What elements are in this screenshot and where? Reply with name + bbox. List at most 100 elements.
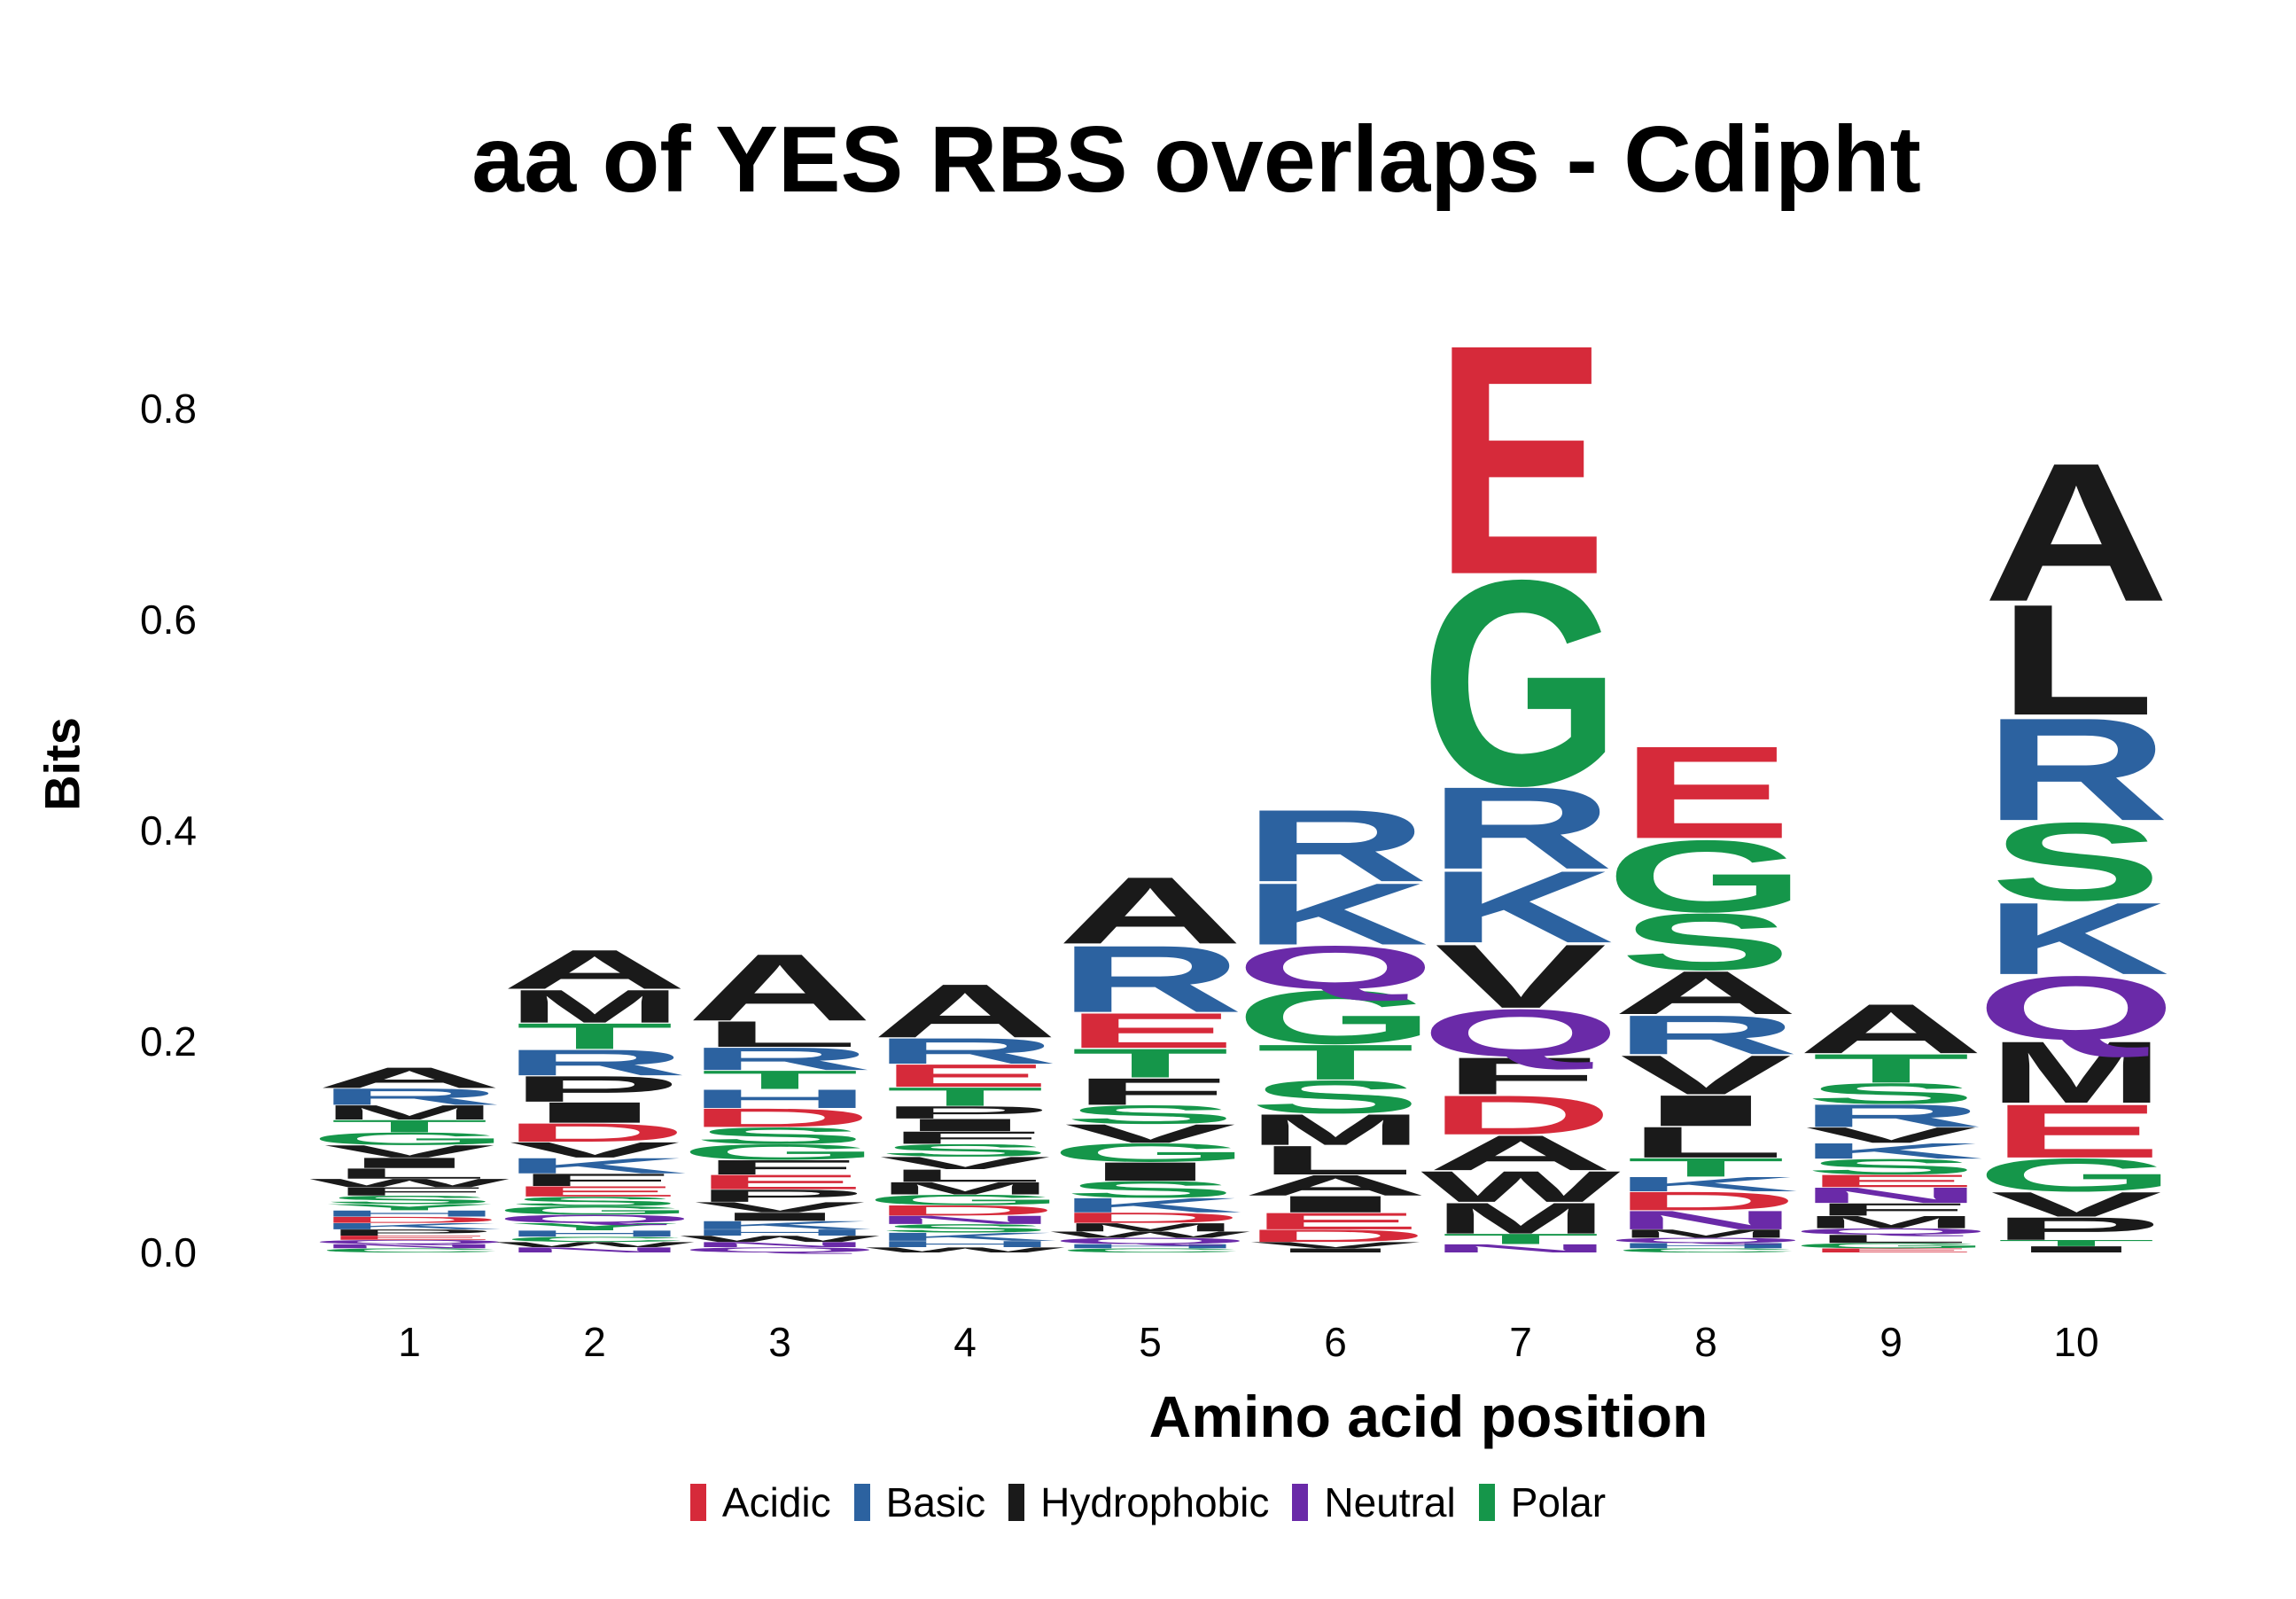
logo-letter: L: [1812, 1232, 1970, 1245]
logo-letter: D: [1613, 1187, 1799, 1216]
legend-item: Polar: [1478, 1478, 1607, 1526]
logo-letter: R: [1428, 762, 1614, 893]
x-axis-label: Amino acid position: [1148, 1384, 1708, 1449]
logo-letter: Y: [509, 1221, 681, 1233]
logo-letter: R: [687, 1041, 873, 1077]
logo-letter: P: [1990, 1211, 2162, 1247]
logo-letter: Q: [1976, 957, 2176, 1059]
logo-letter: E: [1435, 276, 1607, 644]
logo-letter: W: [865, 1246, 1065, 1254]
logo-letter: I: [1249, 1247, 1422, 1253]
logo-letter: W: [1050, 1229, 1250, 1239]
logo-letter: F: [886, 1127, 1044, 1147]
logo-letter: V: [1435, 925, 1607, 1027]
logo-letter: F: [701, 1156, 859, 1179]
logo-letter: D: [1428, 1084, 1614, 1146]
logo-letter: D: [502, 1118, 688, 1147]
logo-letter: D: [1057, 1210, 1243, 1227]
logo-letter: V: [509, 1137, 681, 1162]
logo-letter: F: [1812, 1199, 1970, 1219]
logo-letter: H: [1613, 1242, 1799, 1250]
logo-letter: E: [1249, 1208, 1421, 1235]
logo-letter: N: [872, 1213, 1058, 1227]
logo-letter: S: [323, 1193, 495, 1206]
legend-swatch: [1478, 1484, 1495, 1521]
legend-swatch: [853, 1484, 870, 1521]
logo-letter: A: [872, 969, 1058, 1054]
logo-letter: M: [1248, 1105, 1424, 1155]
legend-label: Hydrophobic: [1040, 1479, 1270, 1525]
logo-letter: K: [316, 1221, 502, 1231]
legend-label: Basic: [885, 1479, 986, 1525]
logo-letter: S: [1620, 897, 1792, 987]
logo-letter: S: [879, 1141, 1051, 1160]
x-tick-label: 7: [1509, 1319, 1532, 1365]
logo-letter: L: [886, 1166, 1044, 1185]
logo-letter: W: [1420, 1162, 1621, 1212]
x-axis-ticks: 1 2 3 4 5 6 7 8 9 10: [398, 1319, 2098, 1365]
logo-letter: D: [1242, 1226, 1428, 1245]
logo-letter: Q: [680, 1246, 880, 1254]
logo-letter: M: [1433, 1194, 1609, 1244]
x-tick-label: 5: [1139, 1319, 1162, 1365]
logo-letter: C: [1057, 1247, 1243, 1253]
logo-letter: P: [879, 1103, 1051, 1122]
y-tick-label: 0.0: [140, 1229, 197, 1275]
logo-letter: W: [494, 1241, 695, 1249]
logo-letter: G: [494, 1204, 695, 1217]
logo-letter: S: [1064, 1176, 1236, 1203]
logo-letter: I: [1063, 1157, 1237, 1186]
logo-letter: T: [1627, 1152, 1785, 1182]
legend-label: Polar: [1510, 1479, 1607, 1525]
logo-letter: M: [1062, 1221, 1239, 1234]
logo-letter: S: [1249, 1071, 1421, 1123]
logo-letter: Q: [1235, 933, 1436, 1002]
logo-letter: N: [1613, 1205, 1799, 1235]
logo-letter: V: [879, 1153, 1051, 1173]
logo-letter: P: [323, 1228, 495, 1237]
logo-letter: F: [1442, 1047, 1599, 1106]
logo-letter: K: [1428, 849, 1614, 964]
y-tick-label: 0.4: [140, 807, 197, 854]
logo-letter: F: [331, 1185, 488, 1198]
x-tick-label: 8: [1694, 1319, 1717, 1365]
y-axis-ticks: 0.0 0.2 0.4 0.6 0.8: [140, 386, 197, 1275]
logo-letter: A: [1798, 990, 1984, 1068]
logo-letter: I: [508, 1096, 681, 1129]
x-tick-label: 2: [583, 1319, 606, 1365]
logo-letter: C: [502, 1236, 688, 1244]
logo-letter: V: [1620, 1044, 1792, 1106]
x-tick-label: 1: [398, 1319, 421, 1365]
logo-letter: G: [1235, 975, 1436, 1060]
logo-letter: N: [316, 1243, 502, 1249]
logo-letter: A: [1613, 958, 1799, 1027]
logo-letter: T: [516, 1016, 673, 1057]
logo-letter: I: [1989, 1244, 2163, 1254]
logo-letter: T: [1812, 1046, 1970, 1092]
logo-letter: N: [687, 1241, 873, 1249]
legend-label: Acidic: [721, 1479, 831, 1525]
logo-letter: M: [1618, 1227, 1794, 1240]
x-tick-label: 9: [1880, 1319, 1903, 1365]
logo-letter: N: [502, 1246, 688, 1254]
logo-letter: A: [1428, 1126, 1614, 1182]
logo-letter: K: [1057, 1194, 1243, 1217]
logo-letter: R: [1242, 788, 1428, 903]
logo-letter: Q: [309, 1239, 510, 1245]
logo-letter: E: [1805, 1247, 1977, 1253]
logo-letter: F: [516, 1170, 673, 1190]
logo-letter: R: [1798, 1097, 1984, 1134]
logo-letter: T: [1071, 1041, 1229, 1087]
logo-letter: R: [872, 1031, 1058, 1072]
logo-letter: W: [680, 1234, 880, 1244]
logo-letter: E: [1620, 719, 1792, 866]
logo-letter: H: [1057, 1243, 1243, 1249]
x-tick-label: 10: [2053, 1319, 2098, 1365]
logo-letter: L: [1627, 1118, 1785, 1166]
logo-letter: G: [1050, 1138, 1250, 1167]
